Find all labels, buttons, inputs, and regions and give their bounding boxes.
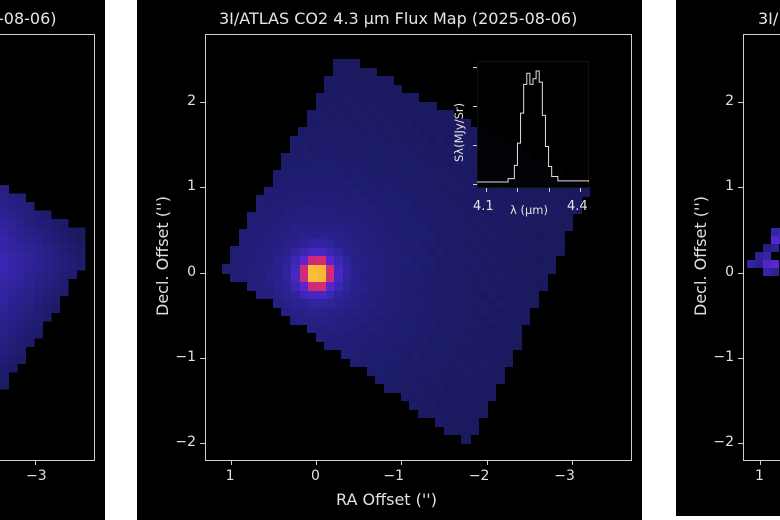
inset-x-tick [486, 188, 488, 192]
right-panel: 3I/ −2 −1 0 1 2 1 Decl. Offset ('') [676, 0, 780, 516]
inset-y-axis-label: Sλ(MJy/Sr) [452, 102, 466, 162]
x-axis-label: RA Offset ('') [336, 490, 437, 509]
inset-x-tick-right: 4.4 [567, 199, 588, 214]
plot-frame [205, 34, 632, 461]
y-tick [200, 272, 205, 274]
left-x-tick [35, 460, 36, 465]
inset-x-tick-left: 4.1 [473, 199, 494, 214]
x-tick [316, 460, 318, 465]
x-tick-label: −3 [554, 468, 575, 484]
x-tick-label: −2 [468, 468, 490, 484]
y-tick-label: 0 [187, 263, 196, 280]
y-axis-label: Decl. Offset ('') [153, 195, 172, 316]
y-tick-label: −1 [175, 348, 196, 365]
y-tick [200, 187, 205, 189]
right-panel-title: 3I/ [758, 9, 779, 28]
right-y-tick [738, 442, 743, 444]
y-tick-label: 2 [187, 93, 196, 110]
center-panel: 3I/ATLAS CO2 4.3 µm Flux Map (2025-08-06… [137, 0, 642, 520]
left-x-tick-label: −3 [26, 468, 47, 484]
right-x-tick [760, 460, 761, 465]
left-heatmap [0, 34, 95, 460]
x-tick-label: 1 [225, 468, 235, 484]
right-y-tick-label: 1 [725, 178, 734, 195]
right-heatmap [743, 34, 780, 460]
chart-title: 3I/ATLAS CO2 4.3 µm Flux Map (2025-08-06… [219, 9, 578, 28]
inset-y-tick [473, 145, 477, 146]
x-tick-label: −1 [383, 468, 405, 484]
right-y-tick [738, 187, 743, 189]
left-plot-frame [0, 34, 95, 461]
inset-y-tick [473, 67, 477, 68]
x-tick-label: 0 [311, 468, 320, 484]
inset-y-tick [473, 106, 477, 107]
x-tick [230, 460, 232, 465]
inset-x-axis-label: λ (µm) [510, 203, 548, 217]
right-y-tick-label: −1 [713, 348, 734, 365]
left-panel-title: -08-06) [0, 9, 57, 28]
right-y-tick [738, 272, 743, 274]
inset-x-tick [579, 188, 581, 192]
right-y-axis-label: Decl. Offset ('') [691, 195, 710, 316]
y-tick-label: −2 [175, 433, 196, 450]
right-y-tick [738, 357, 743, 359]
inset-y-tick [473, 184, 477, 185]
inset-x-tick [517, 188, 519, 192]
right-y-tick-label: −2 [713, 433, 734, 450]
x-tick [572, 460, 574, 465]
right-y-tick-label: 2 [725, 93, 734, 110]
y-tick [200, 102, 205, 104]
y-tick-label: 1 [187, 178, 196, 195]
spectrum-inset-plot [477, 61, 589, 188]
right-y-tick-label: 0 [725, 263, 734, 280]
right-x-tick-label: 1 [755, 468, 764, 484]
right-y-tick [738, 102, 743, 104]
x-tick [401, 460, 403, 465]
y-tick [200, 442, 205, 444]
x-tick [486, 460, 488, 465]
y-tick [200, 357, 205, 359]
right-plot-frame [743, 34, 780, 461]
inset-x-tick [548, 188, 550, 192]
left-panel: -08-06) −3 [0, 0, 105, 520]
